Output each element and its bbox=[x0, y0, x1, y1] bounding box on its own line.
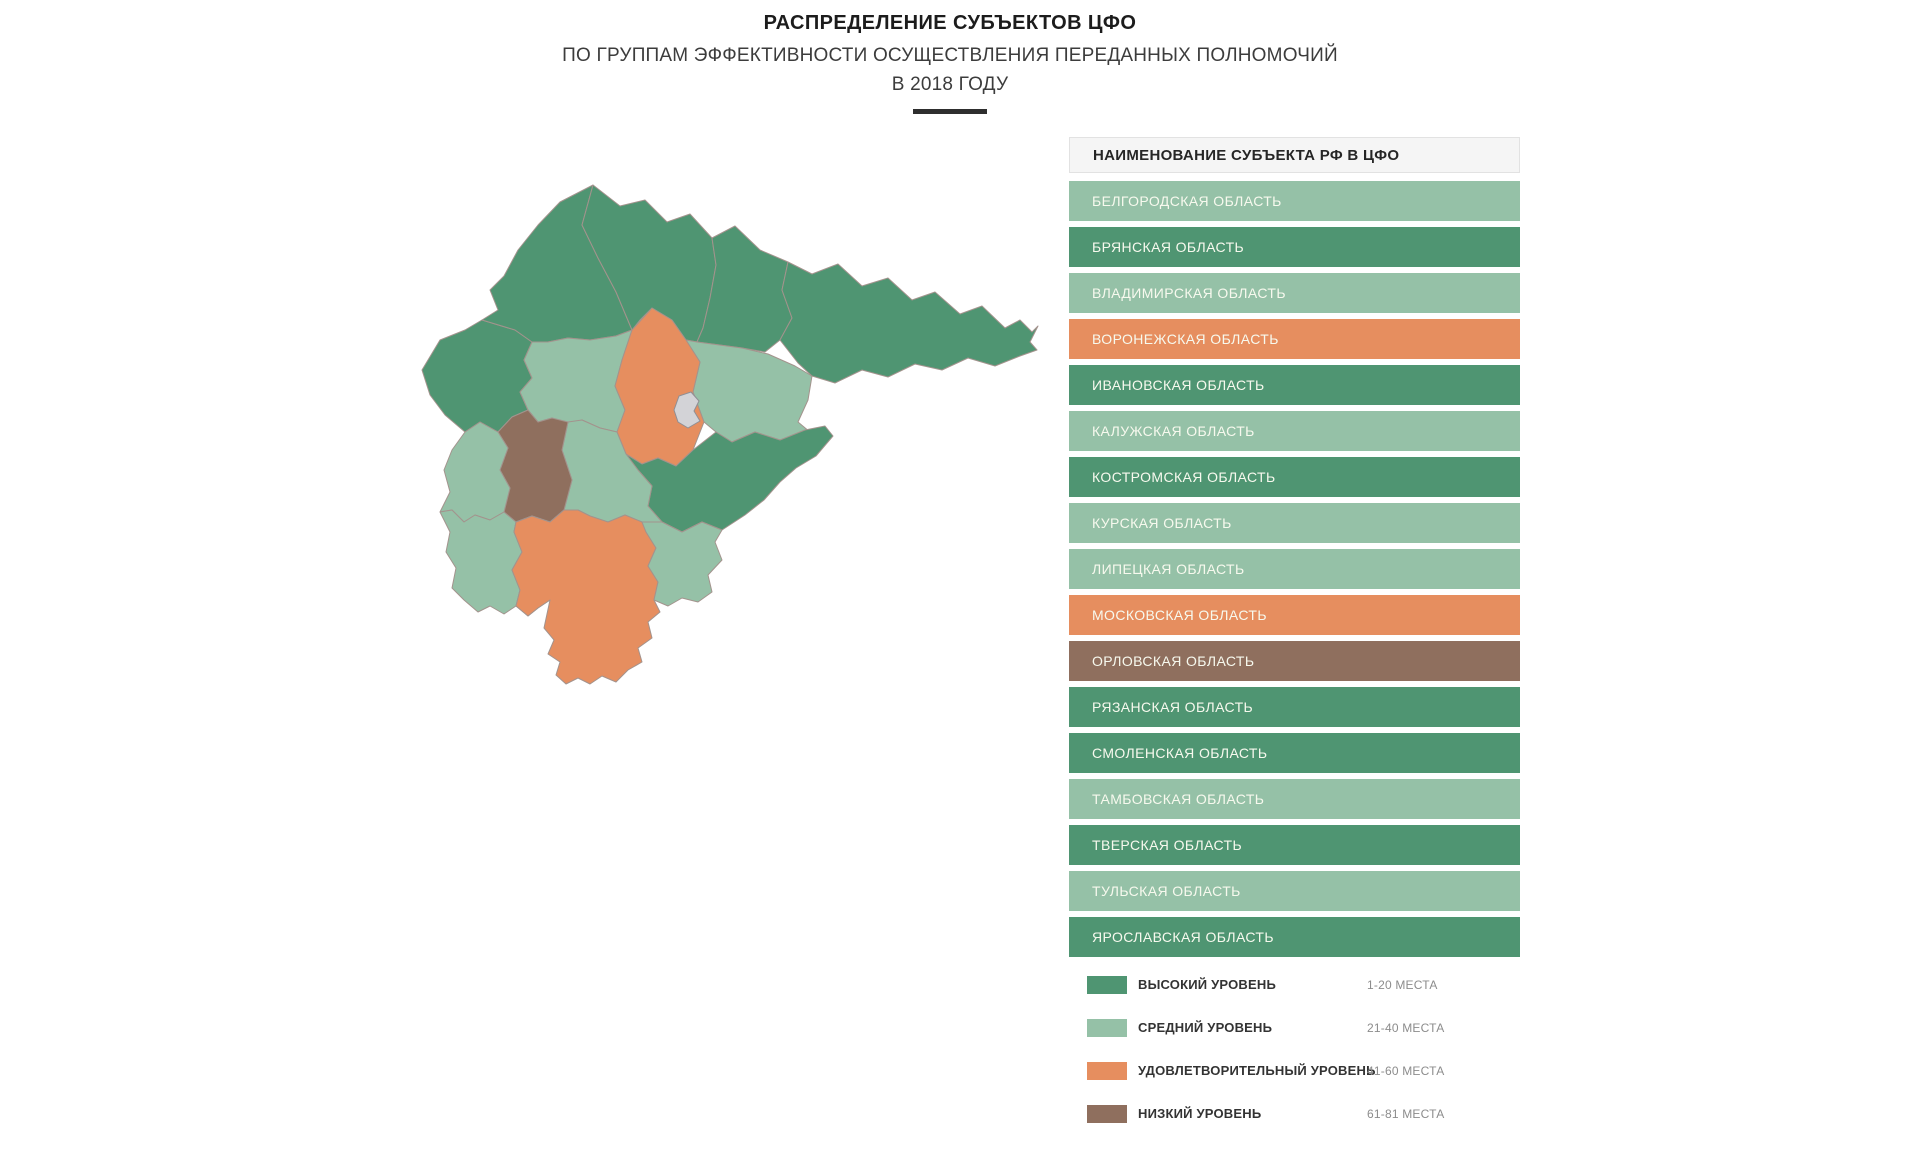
region-name-label: МОСКОВСКАЯ ОБЛАСТЬ bbox=[1092, 607, 1267, 623]
region-name-label: ТВЕРСКАЯ ОБЛАСТЬ bbox=[1092, 837, 1243, 853]
region-list-panel: НАИМЕНОВАНИЕ СУБЪЕКТА РФ В ЦФО БЕЛГОРОДС… bbox=[1069, 137, 1520, 963]
list-header: НАИМЕНОВАНИЕ СУБЪЕКТА РФ В ЦФО bbox=[1069, 137, 1520, 173]
legend-places-range: 61-81 МЕСТА bbox=[1367, 1107, 1445, 1121]
map-region-kaluga[interactable] bbox=[519, 329, 633, 433]
legend-item: СРЕДНИЙ УРОВЕНЬ 21-40 МЕСТА bbox=[1087, 1015, 1527, 1058]
region-name-label: ОРЛОВСКАЯ ОБЛАСТЬ bbox=[1092, 653, 1255, 669]
map-region-belgorod[interactable] bbox=[439, 509, 523, 615]
legend-color-swatch bbox=[1087, 1019, 1127, 1037]
legend-places-range: 21-40 МЕСТА bbox=[1367, 1021, 1445, 1035]
legend-color-swatch bbox=[1087, 976, 1127, 994]
table-row[interactable]: СМОЛЕНСКАЯ ОБЛАСТЬ bbox=[1069, 733, 1520, 773]
region-name-label: БЕЛГОРОДСКАЯ ОБЛАСТЬ bbox=[1092, 193, 1282, 209]
map-region-voronezh[interactable] bbox=[511, 509, 661, 685]
table-row[interactable]: БЕЛГОРОДСКАЯ ОБЛАСТЬ bbox=[1069, 181, 1520, 221]
region-name-label: СМОЛЕНСКАЯ ОБЛАСТЬ bbox=[1092, 745, 1268, 761]
legend-level-label: ВЫСОКИЙ УРОВЕНЬ bbox=[1138, 977, 1277, 992]
table-row[interactable]: КАЛУЖСКАЯ ОБЛАСТЬ bbox=[1069, 411, 1520, 451]
map-region-oryol[interactable] bbox=[497, 409, 573, 523]
table-row[interactable]: ВЛАДИМИРСКАЯ ОБЛАСТЬ bbox=[1069, 273, 1520, 313]
page-subtitle-line1: ПО ГРУППАМ ЭФФЕКТИВНОСТИ ОСУЩЕСТВЛЕНИЯ П… bbox=[562, 45, 1338, 66]
legend-level-label: НИЗКИЙ УРОВЕНЬ bbox=[1138, 1106, 1262, 1121]
page-subtitle-line2: В 2018 ГОДУ bbox=[891, 74, 1009, 95]
legend-color-swatch bbox=[1087, 1062, 1127, 1080]
map-region-ivanovo[interactable] bbox=[696, 225, 793, 353]
table-row[interactable]: ТВЕРСКАЯ ОБЛАСТЬ bbox=[1069, 825, 1520, 865]
legend-item: ВЫСОКИЙ УРОВЕНЬ 1-20 МЕСТА bbox=[1087, 972, 1527, 1015]
table-row[interactable]: КОСТРОМСКАЯ ОБЛАСТЬ bbox=[1069, 457, 1520, 497]
region-name-label: ЛИПЕЦКАЯ ОБЛАСТЬ bbox=[1092, 561, 1245, 577]
region-name-label: КАЛУЖСКАЯ ОБЛАСТЬ bbox=[1092, 423, 1255, 439]
table-row[interactable]: РЯЗАНСКАЯ ОБЛАСТЬ bbox=[1069, 687, 1520, 727]
map-region-moscow-city[interactable] bbox=[673, 391, 701, 429]
table-row[interactable]: КУРСКАЯ ОБЛАСТЬ bbox=[1069, 503, 1520, 543]
table-row[interactable]: БРЯНСКАЯ ОБЛАСТЬ bbox=[1069, 227, 1520, 267]
legend: ВЫСОКИЙ УРОВЕНЬ 1-20 МЕСТА СРЕДНИЙ УРОВЕ… bbox=[1087, 972, 1527, 1144]
table-row[interactable]: ТУЛЬСКАЯ ОБЛАСТЬ bbox=[1069, 871, 1520, 911]
page-title: РАСПРЕДЕЛЕНИЕ СУБЪЕКТОВ ЦФО bbox=[763, 12, 1137, 34]
table-row[interactable]: ЛИПЕЦКАЯ ОБЛАСТЬ bbox=[1069, 549, 1520, 589]
legend-color-swatch bbox=[1087, 1105, 1127, 1123]
map-region-kostroma[interactable] bbox=[779, 261, 1039, 384]
legend-level-label: УДОВЛЕТВОРИТЕЛЬНЫЙ УРОВЕНЬ bbox=[1138, 1063, 1376, 1078]
region-name-label: ВОРОНЕЖСКАЯ ОБЛАСТЬ bbox=[1092, 331, 1279, 347]
table-row[interactable]: МОСКОВСКАЯ ОБЛАСТЬ bbox=[1069, 595, 1520, 635]
title-underline-dash bbox=[913, 109, 987, 114]
cfo-choropleth-map bbox=[420, 170, 1040, 700]
legend-item: НИЗКИЙ УРОВЕНЬ 61-81 МЕСТА bbox=[1087, 1101, 1527, 1144]
map-region-kursk[interactable] bbox=[439, 421, 511, 523]
legend-places-range: 1-20 МЕСТА bbox=[1367, 978, 1438, 992]
title-block: РАСПРЕДЕЛЕНИЕ СУБЪЕКТОВ ЦФО ПО ГРУППАМ Э… bbox=[390, 0, 1510, 96]
region-rows: БЕЛГОРОДСКАЯ ОБЛАСТЬ БРЯНСКАЯ ОБЛАСТЬ ВЛ… bbox=[1069, 181, 1520, 957]
region-name-label: РЯЗАНСКАЯ ОБЛАСТЬ bbox=[1092, 699, 1254, 715]
map-region-tambov[interactable] bbox=[641, 521, 723, 607]
legend-places-range: 41-60 МЕСТА bbox=[1367, 1064, 1445, 1078]
table-row[interactable]: ВОРОНЕЖСКАЯ ОБЛАСТЬ bbox=[1069, 319, 1520, 359]
region-name-label: ИВАНОВСКАЯ ОБЛАСТЬ bbox=[1092, 377, 1265, 393]
table-row[interactable]: ОРЛОВСКАЯ ОБЛАСТЬ bbox=[1069, 641, 1520, 681]
region-name-label: ТАМБОВСКАЯ ОБЛАСТЬ bbox=[1092, 791, 1265, 807]
region-name-label: ЯРОСЛАВСКАЯ ОБЛАСТЬ bbox=[1092, 929, 1274, 945]
region-name-label: ВЛАДИМИРСКАЯ ОБЛАСТЬ bbox=[1092, 285, 1286, 301]
legend-level-label: СРЕДНИЙ УРОВЕНЬ bbox=[1138, 1020, 1273, 1035]
legend-item: УДОВЛЕТВОРИТЕЛЬНЫЙ УРОВЕНЬ 41-60 МЕСТА bbox=[1087, 1058, 1527, 1101]
region-name-label: БРЯНСКАЯ ОБЛАСТЬ bbox=[1092, 239, 1245, 255]
table-row[interactable]: ЯРОСЛАВСКАЯ ОБЛАСТЬ bbox=[1069, 917, 1520, 957]
table-row[interactable]: ИВАНОВСКАЯ ОБЛАСТЬ bbox=[1069, 365, 1520, 405]
table-row[interactable]: ТАМБОВСКАЯ ОБЛАСТЬ bbox=[1069, 779, 1520, 819]
region-name-label: КУРСКАЯ ОБЛАСТЬ bbox=[1092, 515, 1232, 531]
region-name-label: КОСТРОМСКАЯ ОБЛАСТЬ bbox=[1092, 469, 1276, 485]
region-name-label: ТУЛЬСКАЯ ОБЛАСТЬ bbox=[1092, 883, 1241, 899]
